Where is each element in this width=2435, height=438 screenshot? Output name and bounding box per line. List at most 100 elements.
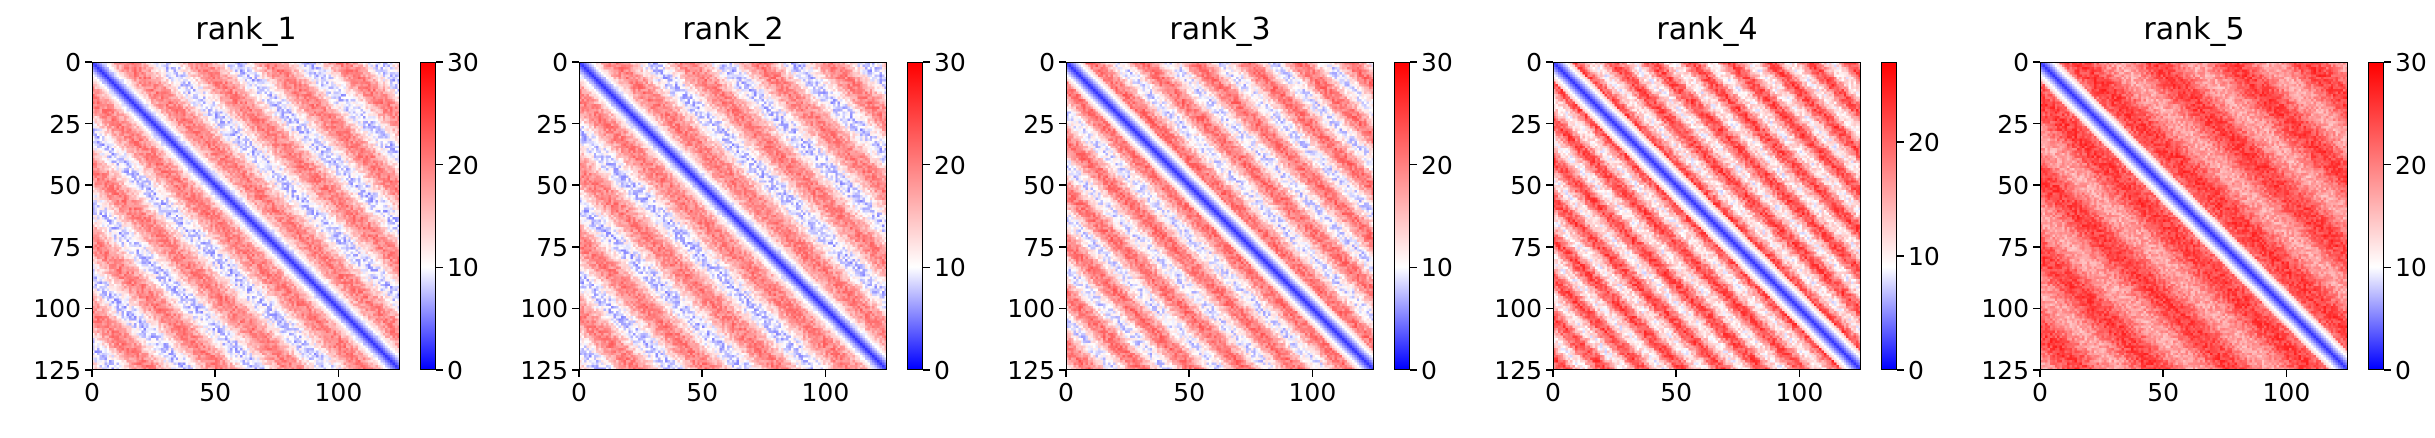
colorbar-tick-mark [436, 61, 443, 63]
x-tick-mark [701, 370, 703, 377]
x-tick-label: 0 [1058, 378, 1074, 407]
y-tick-mark [1059, 246, 1066, 248]
colorbar-tick-label: 20 [934, 150, 966, 180]
heatmap-image [1066, 62, 1374, 370]
x-tick-mark [337, 370, 340, 377]
x-tick-label: 0 [84, 378, 100, 407]
colorbar-tick-label: 30 [2395, 48, 2427, 77]
y-tick-mark [1059, 369, 1066, 371]
colorbar-tick-label: 30 [447, 48, 479, 77]
colorbar-tick-mark [1410, 369, 1417, 371]
x-tick-label: 100 [314, 378, 363, 407]
y-tick-label: 25 [1997, 109, 2029, 139]
x-tick-label: 100 [1288, 378, 1337, 407]
colorbar [420, 62, 436, 370]
y-tick-label: 125 [1494, 356, 1542, 385]
heatmap-image [92, 62, 400, 370]
colorbar [2368, 62, 2384, 370]
y-tick-label: 50 [1510, 171, 1542, 201]
colorbar-tick-mark [923, 266, 930, 269]
y-tick-label: 50 [1023, 171, 1055, 201]
y-tick-label: 0 [65, 48, 81, 77]
y-tick-label: 50 [1997, 171, 2029, 201]
x-tick-mark [1552, 370, 1554, 377]
y-tick-label: 125 [1007, 356, 1055, 385]
colorbar-tick-label: 20 [1421, 150, 1453, 180]
colorbar-tick-mark [436, 369, 443, 371]
y-tick-label: 125 [33, 356, 81, 385]
heatmap-image [579, 62, 887, 370]
colorbar-tick-label: 30 [934, 48, 966, 77]
colorbar-tick-mark [436, 163, 443, 166]
x-tick-label: 50 [199, 378, 232, 407]
heatmap-image [1553, 62, 1861, 370]
x-tick-mark [2285, 370, 2288, 377]
y-tick-label: 0 [1526, 48, 1542, 77]
y-tick-label: 25 [49, 109, 81, 139]
chart-title: rank_1 [195, 12, 297, 47]
y-tick-label: 0 [552, 48, 568, 77]
x-tick-label: 0 [1545, 378, 1561, 407]
colorbar-tick-mark [1410, 61, 1417, 63]
y-tick-label: 50 [49, 171, 81, 201]
colorbar-tick-label: 0 [2395, 356, 2411, 385]
x-tick-mark [578, 370, 580, 377]
y-tick-mark [1546, 369, 1553, 371]
y-tick-label: 100 [33, 294, 81, 324]
colorbar-tick-mark [436, 266, 443, 269]
colorbar [1881, 62, 1897, 370]
chart-panel-1: rank_1 0 50 100 0 25 50 75 100 125 0 10 20 30 [0, 0, 487, 438]
colorbar-tick-label: 10 [934, 253, 966, 283]
colorbar-tick-mark [1410, 163, 1417, 166]
y-tick-mark [85, 61, 92, 63]
y-tick-label: 100 [1981, 294, 2029, 324]
y-tick-label: 100 [520, 294, 568, 324]
y-tick-label: 100 [1007, 294, 1055, 324]
y-tick-label: 25 [1023, 109, 1055, 139]
chart-panel-2: rank_2 0 50 100 0 25 50 75 100 125 0 10 20 30 [487, 0, 974, 438]
y-tick-mark [1546, 61, 1553, 63]
y-tick-mark [1546, 122, 1553, 125]
y-tick-mark [85, 184, 92, 186]
chart-panel-5: rank_5 0 50 100 0 25 50 75 100 125 0 10 20 30 [1948, 0, 2435, 438]
colorbar-tick-label: 10 [1421, 253, 1453, 283]
colorbar-tick-label: 20 [447, 150, 479, 180]
x-tick-mark [2039, 370, 2041, 377]
colorbar-tick-mark [2384, 61, 2391, 63]
chart-panel-3: rank_3 0 50 100 0 25 50 75 100 125 0 10 20 30 [974, 0, 1461, 438]
y-tick-mark [85, 246, 92, 248]
heatmap-image [2040, 62, 2348, 370]
x-tick-label: 50 [1660, 378, 1693, 407]
y-tick-mark [572, 369, 579, 371]
y-tick-label: 125 [520, 356, 568, 385]
y-tick-label: 75 [536, 232, 568, 262]
y-tick-mark [1059, 307, 1066, 310]
x-tick-label: 50 [1173, 378, 1206, 407]
colorbar-tick-mark [1897, 141, 1904, 143]
colorbar [1394, 62, 1410, 370]
y-tick-mark [1059, 61, 1066, 63]
y-tick-mark [2033, 307, 2040, 310]
y-tick-label: 75 [1997, 232, 2029, 262]
x-tick-label: 0 [2032, 378, 2048, 407]
colorbar-tick-label: 20 [1908, 127, 1940, 157]
y-tick-mark [1546, 184, 1553, 186]
colorbar-tick-label: 10 [447, 253, 479, 283]
x-tick-mark [1798, 370, 1801, 377]
y-tick-mark [2033, 184, 2040, 186]
y-tick-mark [85, 122, 92, 125]
y-tick-label: 75 [49, 232, 81, 262]
colorbar-tick-label: 10 [2395, 253, 2427, 283]
y-tick-mark [85, 307, 92, 310]
colorbar-tick-label: 0 [1421, 356, 1437, 385]
x-tick-label: 50 [686, 378, 719, 407]
y-tick-mark [2033, 369, 2040, 371]
colorbar-tick-label: 20 [2395, 150, 2427, 180]
x-tick-mark [214, 370, 216, 377]
chart-title: rank_2 [682, 12, 784, 47]
colorbar-tick-mark [1897, 369, 1904, 371]
chart-panel-4: rank_4 0 50 100 0 25 50 75 100 125 0 10 20 [1461, 0, 1948, 438]
y-tick-mark [572, 61, 579, 63]
y-tick-mark [1059, 122, 1066, 125]
colorbar-tick-mark [923, 163, 930, 166]
